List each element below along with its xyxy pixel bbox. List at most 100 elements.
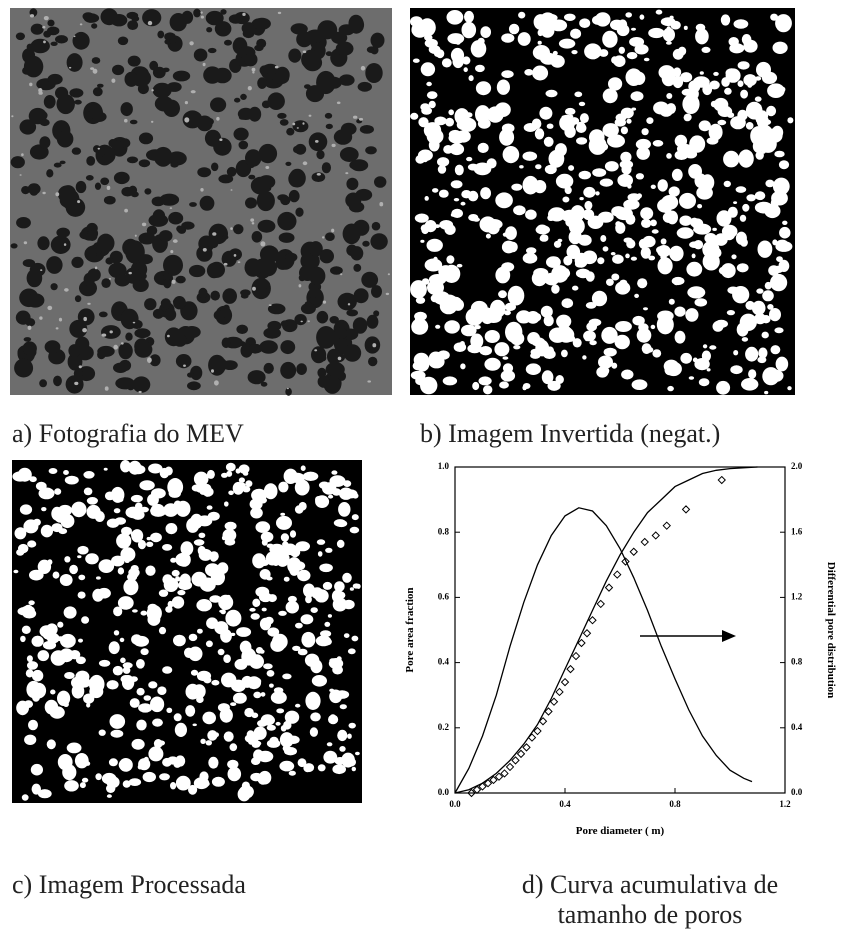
data-point: [717, 475, 726, 485]
texture-blob: [127, 584, 135, 592]
texture-blob: [602, 88, 618, 104]
texture-blob: [171, 596, 185, 609]
texture-blob: [226, 166, 237, 177]
texture-blob: [222, 288, 237, 304]
texture-blob: [193, 471, 209, 487]
texture-blob: [775, 356, 789, 372]
texture-blob: [351, 514, 359, 521]
texture-blob: [698, 120, 711, 132]
texture-blob: [238, 115, 246, 120]
y2-tick-label: 0.4: [791, 722, 803, 732]
texture-blob: [120, 342, 124, 345]
texture-blob: [154, 96, 174, 112]
data-line: [454, 466, 758, 794]
texture-blob: [295, 541, 311, 552]
texture-blob: [441, 58, 452, 68]
texture-blob: [27, 183, 41, 195]
texture-blob: [508, 23, 520, 35]
texture-blob: [316, 150, 325, 160]
texture-blob: [170, 250, 174, 254]
texture-blob: [83, 693, 95, 704]
texture-blob: [616, 24, 630, 37]
texture-blob: [54, 488, 62, 495]
texture-blob: [475, 81, 492, 96]
texture-blob: [532, 65, 549, 81]
texture-blob: [113, 362, 128, 373]
texture-blob: [251, 231, 263, 243]
texture-blob: [683, 113, 692, 122]
texture-blob: [657, 257, 673, 275]
texture-blob: [269, 736, 279, 745]
texture-blob: [205, 640, 213, 648]
texture-blob: [634, 293, 639, 298]
texture-blob: [151, 89, 154, 92]
texture-blob: [543, 349, 556, 360]
texture-blob: [230, 227, 233, 230]
data-point: [604, 583, 614, 592]
texture-blob: [331, 228, 335, 233]
texture-blob: [157, 686, 167, 695]
texture-blob: [292, 120, 309, 133]
texture-blob: [117, 497, 124, 503]
texture-blob: [641, 128, 649, 136]
texture-blob: [631, 27, 636, 31]
texture-blob: [233, 692, 247, 704]
data-point: [533, 726, 542, 736]
data-point: [651, 531, 660, 540]
texture-blob: [18, 543, 29, 554]
texture-blob: [223, 654, 231, 663]
texture-blob: [513, 205, 526, 216]
texture-blob: [245, 708, 251, 713]
texture-blob: [327, 348, 341, 365]
texture-blob: [535, 225, 550, 235]
texture-blob: [434, 116, 447, 126]
texture-blob: [245, 480, 253, 487]
texture-blob: [289, 530, 297, 538]
texture-blob: [277, 112, 287, 119]
texture-blob: [113, 606, 123, 617]
texture-blob: [28, 719, 38, 731]
texture-blob: [418, 18, 436, 37]
texture-blob: [360, 65, 366, 71]
texture-blob: [318, 481, 330, 489]
x-axis-label: Pore diameter ( m): [576, 825, 665, 837]
texture-blob: [704, 233, 717, 244]
texture-blob: [689, 88, 699, 100]
texture-blob: [77, 366, 96, 382]
texture-blob: [206, 505, 213, 510]
texture-blob: [128, 460, 142, 475]
texture-blob: [767, 304, 774, 310]
texture-blob: [625, 213, 636, 225]
texture-blob: [712, 321, 724, 332]
texture-blob: [465, 112, 473, 118]
texture-blob: [143, 695, 152, 701]
texture-blob: [20, 635, 26, 643]
texture-blob: [584, 43, 602, 60]
texture-blob: [608, 77, 623, 91]
texture-blob: [761, 71, 778, 84]
texture-blob: [334, 591, 346, 600]
texture-blob: [153, 146, 173, 167]
texture-blob: [75, 180, 87, 194]
texture-blob: [598, 49, 609, 57]
texture-blob: [347, 733, 352, 739]
texture-blob: [455, 38, 461, 45]
texture-blob: [757, 240, 773, 258]
texture-blob: [629, 37, 645, 47]
texture-blob: [31, 783, 41, 795]
texture-blob: [526, 247, 537, 255]
texture-blob: [366, 314, 379, 329]
texture-blob: [355, 751, 360, 756]
texture-blob: [196, 599, 212, 612]
texture-blob: [595, 12, 611, 27]
texture-blob: [450, 180, 463, 189]
texture-blob: [287, 557, 302, 574]
texture-blob: [43, 95, 56, 109]
texture-blob: [138, 703, 153, 713]
texture-blob: [115, 377, 135, 390]
texture-blob: [755, 151, 764, 160]
texture-blob: [764, 146, 770, 150]
texture-blob: [300, 303, 316, 315]
texture-blob: [233, 224, 244, 235]
